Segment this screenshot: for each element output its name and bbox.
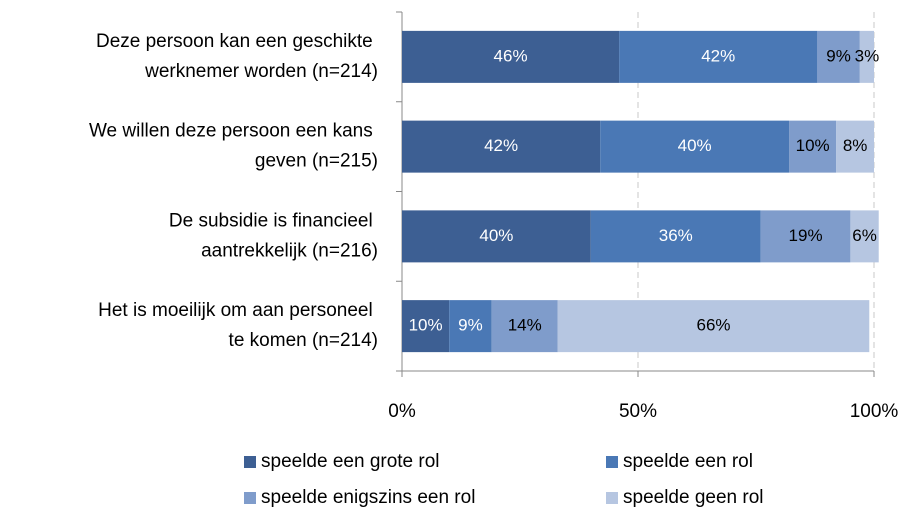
legend-swatch <box>606 492 618 504</box>
bar-label: 9% <box>458 316 483 335</box>
bar-segment <box>402 210 591 263</box>
legend-label: speelde een grote rol <box>261 451 440 472</box>
x-tick-label: 100% <box>850 401 899 422</box>
bar-label: 42% <box>701 46 735 65</box>
bar-label: 3% <box>855 46 880 65</box>
bar-segment <box>789 120 837 173</box>
bar-label: 6% <box>852 226 877 245</box>
legend-label: speelde enigszins een rol <box>261 487 475 508</box>
category-label: We willen deze persoon een kans geven (n… <box>89 121 378 172</box>
bar-segment <box>600 120 790 173</box>
legend-swatch <box>606 456 618 468</box>
bar-label: 42% <box>484 136 518 155</box>
bar-segment <box>491 300 558 353</box>
legend-label: speelde een rol <box>623 451 753 472</box>
bar-segment <box>402 120 601 173</box>
bar-segment <box>817 30 860 83</box>
bar-label: 40% <box>678 136 712 155</box>
bar-segment <box>590 210 761 263</box>
bar-label: 14% <box>508 316 542 335</box>
bar-label: 10% <box>796 136 830 155</box>
bar-label: 40% <box>479 226 513 245</box>
bar-segment <box>402 300 450 353</box>
legend-label: speelde geen rol <box>623 487 764 508</box>
bar-segment <box>449 300 492 353</box>
bar-label: 19% <box>789 226 823 245</box>
bar-label: 10% <box>409 316 443 335</box>
bar-segment <box>760 210 851 263</box>
bar-label: 46% <box>494 46 528 65</box>
bar-segment <box>836 120 874 173</box>
x-tick-label: 50% <box>619 401 657 422</box>
bar-segment <box>557 300 870 353</box>
bar-label: 8% <box>843 136 868 155</box>
bar-segment <box>402 30 620 83</box>
category-label: De subsidie is financieel aantrekkelijk … <box>169 210 378 261</box>
category-label: Het is moeilijk om aan personeel te kome… <box>98 300 378 351</box>
x-tick-label: 0% <box>388 401 416 422</box>
bar-segment <box>859 30 874 83</box>
bar-segment <box>619 30 818 83</box>
legend-swatch <box>244 456 256 468</box>
legend-swatch <box>244 492 256 504</box>
bar-label: 9% <box>826 46 851 65</box>
category-label: Deze persoon kan een geschikte werknemer… <box>96 31 378 82</box>
bar-label: 36% <box>659 226 693 245</box>
bar-label: 66% <box>697 316 731 335</box>
bar-segment <box>850 210 879 263</box>
